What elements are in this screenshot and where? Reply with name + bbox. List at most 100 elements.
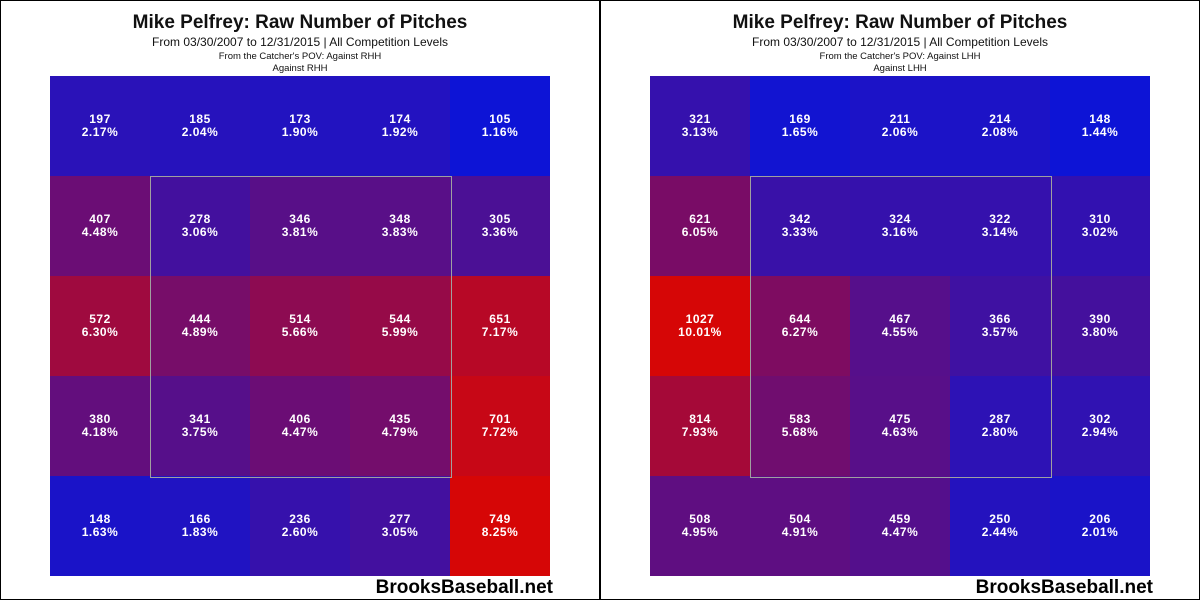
cell-count-label: 504	[789, 512, 811, 526]
heatmap-cell: 390 3.80%	[1050, 276, 1150, 376]
cell-percent-label: 4.89%	[181, 325, 219, 339]
cell-count-label: 174	[389, 112, 411, 126]
cell-percent-label: 3.36%	[481, 225, 519, 239]
cell-percent-label: 1.65%	[781, 125, 819, 139]
cell-count-label: 169	[789, 112, 811, 126]
heatmap-cell: 166 1.83%	[150, 476, 250, 576]
brand-watermark: BrooksBaseball.net	[375, 577, 553, 598]
cell-count-label: 348	[389, 212, 411, 226]
heatmap-cell: 544 5.99%	[350, 276, 450, 376]
heatmap-grid: 321 3.13% 169 1.65% 211 2.06% 214 2.08% 148 1.44%…	[650, 76, 1151, 577]
cell-percent-label: 3.06%	[181, 225, 219, 239]
heatmap-cell: 508 4.95%	[650, 476, 750, 576]
cell-count-label: 173	[289, 112, 311, 126]
heatmap-cell: 407 4.48%	[50, 176, 150, 276]
cell-count-label: 814	[689, 412, 711, 426]
cell-percent-label: 3.13%	[681, 125, 719, 139]
cell-percent-label: 1.83%	[181, 525, 219, 539]
cell-percent-label: 3.81%	[281, 225, 319, 239]
heatmap-cell: 504 4.91%	[750, 476, 850, 576]
cell-percent-label: 4.48%	[81, 225, 119, 239]
cell-percent-label: 3.33%	[781, 225, 819, 239]
heatmap-cell: 105 1.16%	[450, 76, 550, 176]
cell-count-label: 287	[989, 412, 1011, 426]
cell-count-label: 214	[989, 112, 1011, 126]
cell-percent-label: 3.80%	[1081, 325, 1119, 339]
cell-count-label: 277	[389, 512, 411, 526]
cell-percent-label: 3.05%	[381, 525, 419, 539]
heatmap-cell: 644 6.27%	[750, 276, 850, 376]
cell-count-label: 310	[1089, 212, 1111, 226]
cell-count-label: 749	[489, 512, 511, 526]
cell-count-label: 322	[989, 212, 1011, 226]
cell-percent-label: 6.27%	[781, 325, 819, 339]
heatmap-cell: 514 5.66%	[250, 276, 350, 376]
heatmap-cell: 348 3.83%	[350, 176, 450, 276]
heatmap-cell: 322 3.14%	[950, 176, 1050, 276]
heatmap-cell: 324 3.16%	[850, 176, 950, 276]
cell-count-label: 342	[789, 212, 811, 226]
cell-percent-label: 1.92%	[381, 125, 419, 139]
cell-percent-label: 4.47%	[281, 425, 319, 439]
cell-count-label: 166	[189, 512, 211, 526]
cell-count-label: 572	[89, 312, 111, 326]
cell-percent-label: 7.72%	[481, 425, 519, 439]
heatmap-cell: 444 4.89%	[150, 276, 250, 376]
heatmap-cell: 278 3.06%	[150, 176, 250, 276]
heatmap-cell: 475 4.63%	[850, 376, 950, 476]
cell-count-label: 508	[689, 512, 711, 526]
chart-pov-line: From the Catcher's POV: Against RHH	[218, 51, 382, 62]
cell-percent-label: 7.93%	[681, 425, 719, 439]
heatmap-cell: 467 4.55%	[850, 276, 950, 376]
chart-title: Mike Pelfrey: Raw Number of Pitches	[132, 12, 468, 33]
cell-percent-label: 5.68%	[781, 425, 819, 439]
chart-split-line: Against RHH	[272, 63, 328, 74]
heatmap-cell: 148 1.63%	[50, 476, 150, 576]
heatmap-cell: 305 3.36%	[450, 176, 550, 276]
cell-count-label: 514	[289, 312, 311, 326]
cell-count-label: 236	[289, 512, 311, 526]
cell-percent-label: 2.17%	[81, 125, 119, 139]
cell-percent-label: 5.99%	[381, 325, 419, 339]
heatmap-grid: 197 2.17% 185 2.04% 173 1.90% 174 1.92% 105 1.16%…	[50, 76, 551, 577]
heatmap-cell: 169 1.65%	[750, 76, 850, 176]
heatmap-cell: 406 4.47%	[250, 376, 350, 476]
cell-percent-label: 4.79%	[381, 425, 419, 439]
heatmap-cell: 621 6.05%	[650, 176, 750, 276]
cell-percent-label: 3.14%	[981, 225, 1019, 239]
cell-count-label: 105	[489, 112, 511, 126]
cell-count-label: 346	[289, 212, 311, 226]
cell-count-label: 148	[89, 512, 111, 526]
heatmap-cell: 346 3.81%	[250, 176, 350, 276]
cell-count-label: 278	[189, 212, 211, 226]
heatmap-cell: 459 4.47%	[850, 476, 950, 576]
brand-watermark: BrooksBaseball.net	[975, 577, 1153, 598]
cell-percent-label: 4.55%	[881, 325, 919, 339]
cell-percent-label: 3.02%	[1081, 225, 1119, 239]
cell-percent-label: 2.01%	[1081, 525, 1119, 539]
cell-count-label: 302	[1089, 412, 1111, 426]
cell-percent-label: 1.90%	[281, 125, 319, 139]
cell-count-label: 583	[789, 412, 811, 426]
chart-split-line: Against LHH	[873, 63, 927, 74]
cell-count-label: 651	[489, 312, 511, 326]
heatmap-cell: 185 2.04%	[150, 76, 250, 176]
cell-percent-label: 3.83%	[381, 225, 419, 239]
heatmap-cell: 380 4.18%	[50, 376, 150, 476]
cell-percent-label: 2.60%	[281, 525, 319, 539]
cell-count-label: 185	[189, 112, 211, 126]
cell-percent-label: 1.63%	[81, 525, 119, 539]
cell-percent-label: 2.08%	[981, 125, 1019, 139]
heatmap-panel-rhh: Mike Pelfrey: Raw Number of Pitches From…	[0, 0, 600, 600]
cell-percent-label: 8.25%	[481, 525, 519, 539]
heatmap-cell: 174 1.92%	[350, 76, 450, 176]
cell-count-label: 305	[489, 212, 511, 226]
heatmap-cell: 214 2.08%	[950, 76, 1050, 176]
heatmap-cell: 148 1.44%	[1050, 76, 1150, 176]
cell-percent-label: 4.95%	[681, 525, 719, 539]
cell-count-label: 1027	[685, 312, 715, 326]
heatmap-cell: 435 4.79%	[350, 376, 450, 476]
cell-count-label: 390	[1089, 312, 1111, 326]
cell-percent-label: 6.05%	[681, 225, 719, 239]
cell-percent-label: 2.80%	[981, 425, 1019, 439]
